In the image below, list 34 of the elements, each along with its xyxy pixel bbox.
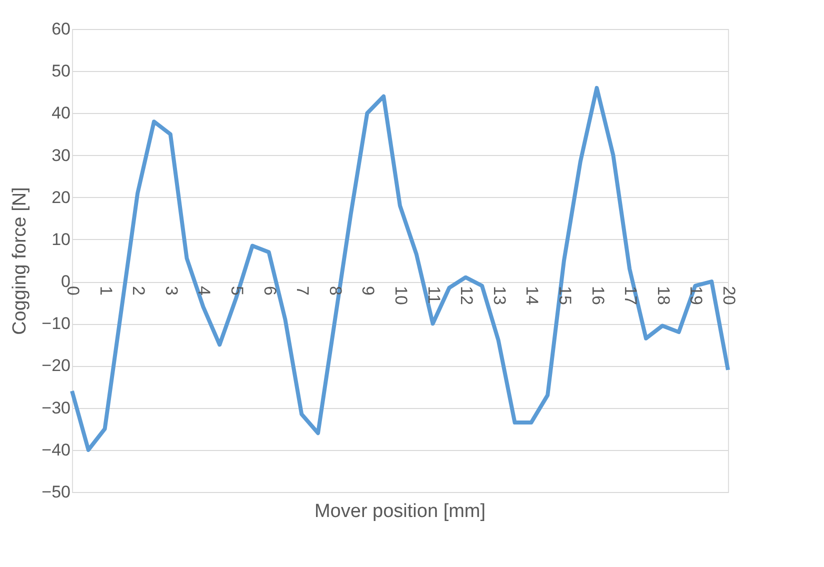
x-tick-label: 8: [326, 286, 345, 296]
x-tick-label: 3: [162, 286, 181, 296]
x-tick-label: 6: [260, 286, 280, 296]
x-tick-label: 4: [194, 286, 214, 296]
x-tick-label: 12: [457, 286, 476, 305]
x-tick-label: 20: [720, 286, 738, 305]
y-tick-label: −50: [42, 482, 70, 502]
y-axis-title: Cogging force [N]: [10, 187, 31, 335]
x-tick-label: 1: [96, 286, 116, 296]
x-tick-label: 19: [686, 286, 706, 305]
x-tick-label: 11: [424, 286, 444, 304]
x-tick-label: 16: [588, 286, 608, 305]
y-tick-label: −20: [42, 356, 70, 376]
y-tick-label: 10: [52, 230, 70, 249]
x-tick-label: 7: [293, 286, 312, 296]
x-tick-label: 10: [392, 286, 410, 305]
y-tick-label: −30: [42, 398, 70, 418]
x-tick-label: 9: [358, 286, 378, 296]
y-tick-label: 50: [52, 62, 70, 81]
x-tick-label: 18: [654, 286, 673, 305]
y-tick-label: −10: [42, 314, 70, 334]
y-tick-label: −40: [42, 440, 70, 460]
x-tick-label: 2: [129, 286, 148, 296]
x-tick-label: 17: [621, 286, 640, 305]
x-tick-label: 14: [522, 286, 542, 305]
y-tick-label: 40: [52, 104, 70, 123]
x-axis-title: Mover position [mm]: [314, 501, 486, 522]
x-tick-label: 5: [228, 286, 246, 296]
y-tick-label: 60: [52, 20, 70, 38]
x-tick-label: 0: [64, 286, 82, 296]
y-tick-label: 20: [52, 188, 70, 207]
x-tick-label: 15: [556, 286, 574, 305]
y-tick-label: 30: [52, 146, 70, 165]
x-tick-label: 13: [490, 286, 509, 305]
